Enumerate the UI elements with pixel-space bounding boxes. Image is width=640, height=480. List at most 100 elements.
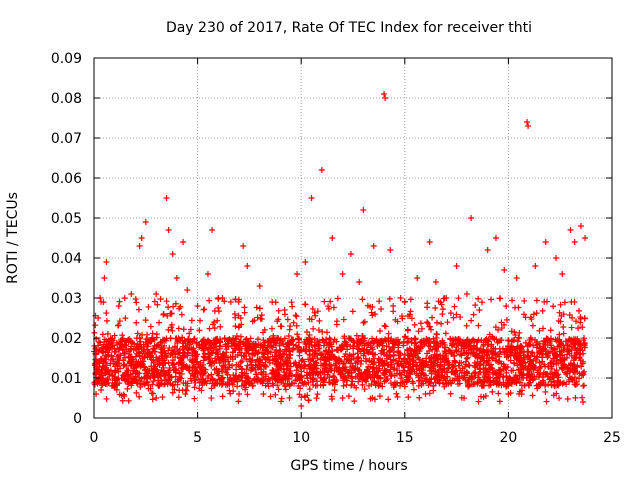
data-point [394, 393, 401, 400]
data-point [144, 353, 151, 360]
data-point [468, 373, 475, 380]
data-point [548, 365, 555, 372]
data-point [480, 394, 487, 401]
data-point [397, 295, 404, 301]
data-point [138, 360, 145, 367]
data-point [236, 363, 243, 370]
data-point [350, 351, 357, 358]
data-point [134, 380, 141, 387]
data-point [244, 391, 251, 398]
data-point [195, 376, 202, 383]
data-point [547, 327, 554, 334]
data-point [142, 219, 149, 225]
data-point [137, 383, 144, 390]
data-point [329, 235, 336, 241]
data-point [194, 368, 201, 375]
data-point [501, 349, 508, 356]
data-point [158, 367, 165, 374]
data-point [484, 348, 491, 355]
data-point [368, 381, 375, 388]
data-point [503, 303, 510, 310]
data-point [123, 363, 130, 370]
data-point [218, 368, 225, 375]
data-point [578, 363, 585, 370]
data-point [347, 251, 354, 257]
x-tick-label: 5 [193, 430, 202, 446]
data-point [198, 387, 205, 394]
data-point [163, 298, 170, 305]
data-point [145, 367, 152, 374]
data-point [339, 367, 346, 374]
data-point [537, 382, 544, 389]
data-point [302, 301, 309, 308]
data-point [505, 343, 512, 350]
data-point [522, 359, 529, 366]
data-point [437, 352, 444, 359]
data-point [219, 374, 226, 381]
data-point [286, 382, 293, 389]
data-point [148, 352, 155, 359]
data-point [571, 341, 578, 348]
data-point [465, 383, 472, 390]
data-point [503, 373, 510, 380]
data-point [201, 351, 208, 358]
data-point [94, 377, 100, 384]
data-point [406, 369, 413, 376]
data-point [296, 352, 303, 359]
x-tick-labels: 0 5 10 15 20 25 [90, 430, 621, 446]
data-point [144, 346, 151, 353]
data-point [215, 295, 222, 302]
data-point [180, 340, 187, 347]
data-point [254, 350, 261, 357]
data-point [463, 291, 470, 297]
data-point [442, 330, 449, 337]
data-point [434, 319, 441, 326]
data-point [430, 335, 437, 342]
data-point [279, 356, 286, 363]
data-point [452, 369, 459, 376]
data-point [168, 350, 175, 357]
data-point [215, 304, 222, 311]
data-point [426, 390, 433, 397]
data-point [135, 306, 142, 313]
data-point [165, 304, 172, 311]
data-point [128, 345, 135, 352]
data-point [473, 346, 480, 353]
data-point [319, 336, 326, 343]
data-point [104, 346, 111, 353]
data-point [376, 298, 383, 305]
data-point [409, 378, 416, 385]
data-point [553, 255, 560, 261]
data-point [387, 337, 394, 344]
data-point [557, 351, 564, 358]
data-point [104, 330, 111, 337]
data-point [177, 303, 184, 310]
data-point [359, 296, 366, 303]
data-point [444, 365, 451, 372]
data-point [265, 348, 272, 355]
data-point [464, 354, 471, 361]
data-point [486, 374, 493, 381]
data-point [539, 358, 546, 365]
data-point [184, 287, 191, 293]
data-point [221, 298, 228, 305]
data-point [98, 387, 105, 394]
data-point [295, 335, 302, 342]
data-point [581, 368, 588, 375]
data-point [516, 350, 523, 357]
data-point [227, 299, 234, 306]
data-point [326, 361, 333, 368]
data-point [552, 352, 559, 359]
data-point [475, 295, 482, 302]
data-point [536, 359, 543, 366]
data-point [507, 357, 514, 364]
data-point [173, 366, 180, 373]
data-point [317, 374, 324, 381]
data-point [320, 337, 327, 344]
data-point [155, 380, 162, 387]
data-point [391, 342, 398, 349]
y-axis-label: ROTI / TECUs [5, 192, 21, 284]
data-point [285, 339, 292, 346]
data-point [303, 346, 310, 353]
data-point [404, 339, 411, 346]
